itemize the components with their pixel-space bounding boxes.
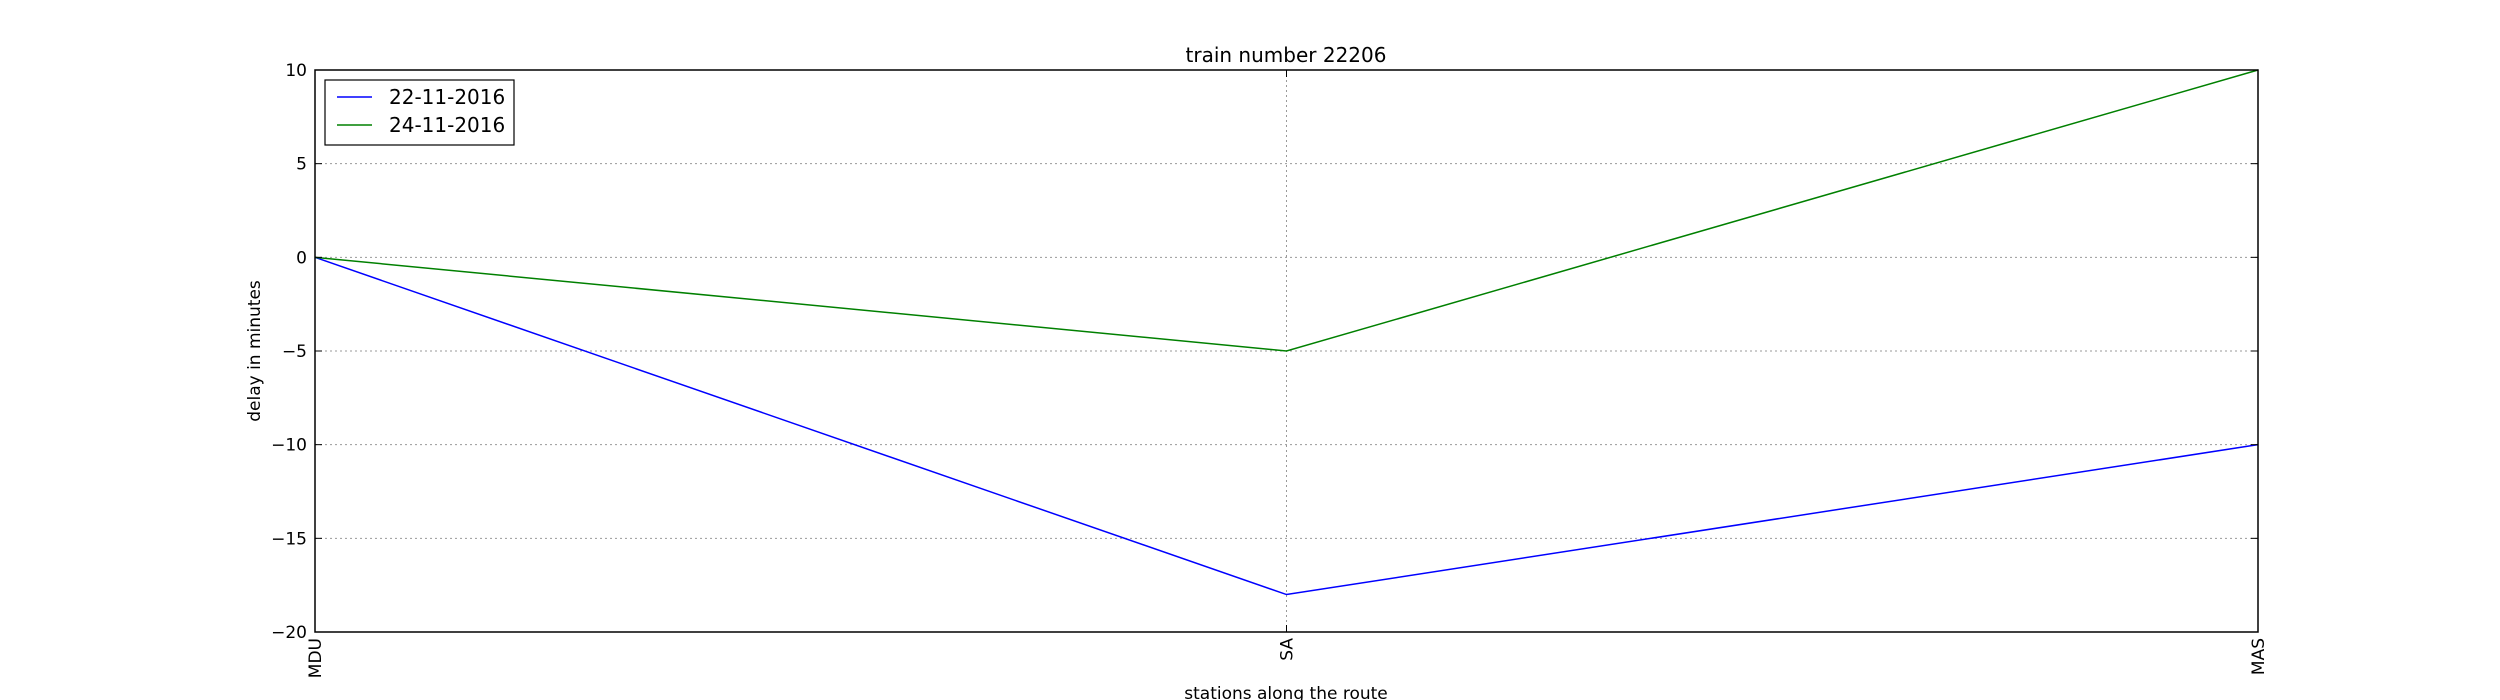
y-tick-label: −20 [271, 623, 307, 643]
y-tick-label: −15 [271, 529, 307, 549]
y-tick-label: 0 [296, 248, 307, 268]
x-tick-label: MDU [306, 638, 326, 678]
y-tick-label: −5 [282, 342, 307, 362]
y-ticks: −20 −15 −10 −5 0 5 10 [271, 61, 2258, 643]
x-axis-title: stations along the route [1184, 684, 1388, 700]
y-axis-title: delay in minutes [245, 280, 265, 422]
y-tick-label: −10 [271, 436, 307, 456]
chart-title: train number 22206 [1186, 43, 1387, 67]
x-tick-label: MAS [2249, 638, 2269, 675]
x-ticks: MDU SA MAS [306, 70, 2269, 678]
y-tick-label: 5 [296, 155, 307, 175]
y-tick-label: 10 [285, 61, 307, 81]
legend: 22-11-2016 24-11-2016 [324, 79, 515, 146]
legend-label: 22-11-2016 [389, 85, 505, 109]
x-tick-label: SA [1278, 638, 1298, 661]
legend-box [324, 79, 515, 146]
legend-label: 24-11-2016 [389, 113, 505, 137]
